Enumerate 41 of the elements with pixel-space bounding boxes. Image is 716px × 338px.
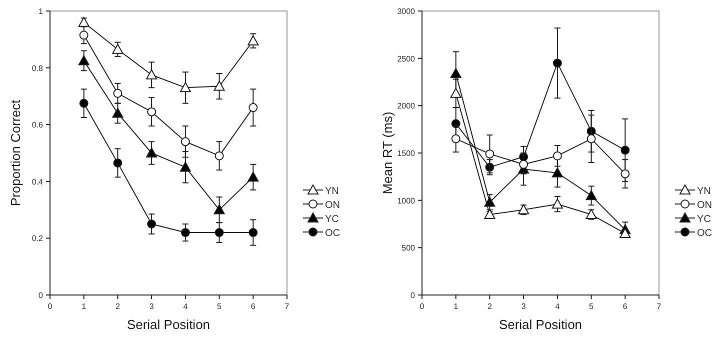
x-tick-label: 5	[217, 302, 222, 311]
x-tick-label: 0	[420, 302, 425, 311]
x-axis-title: Serial Position	[126, 317, 210, 332]
y-tick-label: 0.6	[32, 120, 44, 130]
legend-label: YN	[697, 186, 711, 197]
x-axis-title: Serial Position	[498, 317, 582, 332]
legend-label: ON	[697, 200, 712, 211]
x-tick-label: 1	[82, 302, 87, 311]
legend-label: YC	[697, 214, 711, 225]
x-tick-label: 2	[115, 302, 120, 311]
y-axis-title: Proportion Correct	[8, 100, 23, 206]
y-tick-label: 0.4	[32, 177, 44, 186]
y-tick-label: 0	[38, 291, 44, 300]
x-tick-label: 5	[589, 302, 594, 311]
x-tick-label: 6	[250, 302, 256, 311]
x-tick-label: 7	[656, 302, 662, 311]
x-tick-label: 0	[48, 302, 53, 311]
y-tick-label: 1	[38, 7, 44, 16]
legend-label: ON	[325, 200, 340, 211]
y-tick-label: 0	[410, 291, 416, 300]
x-tick-label: 3	[521, 302, 526, 311]
x-tick-label: 6	[622, 302, 628, 311]
x-tick-label: 7	[284, 302, 290, 311]
x-tick-label: 1	[454, 302, 459, 311]
legend-label: OC	[325, 228, 340, 239]
y-axis-title: Mean RT (ms)	[380, 112, 395, 194]
legend-label: YC	[325, 214, 339, 225]
x-tick-label: 4	[555, 302, 560, 311]
y-tick-label: 1500	[397, 149, 416, 158]
y-tick-label: 1000	[397, 196, 416, 206]
y-tick-label: 500	[402, 244, 416, 253]
legend-label: OC	[697, 228, 712, 239]
y-tick-label: 0.2	[32, 234, 44, 244]
x-tick-label: 2	[487, 302, 492, 311]
legend-label: YN	[325, 186, 339, 197]
y-tick-label: 2000	[397, 102, 416, 111]
x-tick-label: 3	[149, 302, 154, 311]
y-tick-label: 3000	[397, 7, 416, 16]
x-tick-label: 4	[183, 302, 188, 311]
y-tick-label: 0.8	[32, 64, 44, 73]
y-tick-label: 2500	[397, 54, 416, 64]
